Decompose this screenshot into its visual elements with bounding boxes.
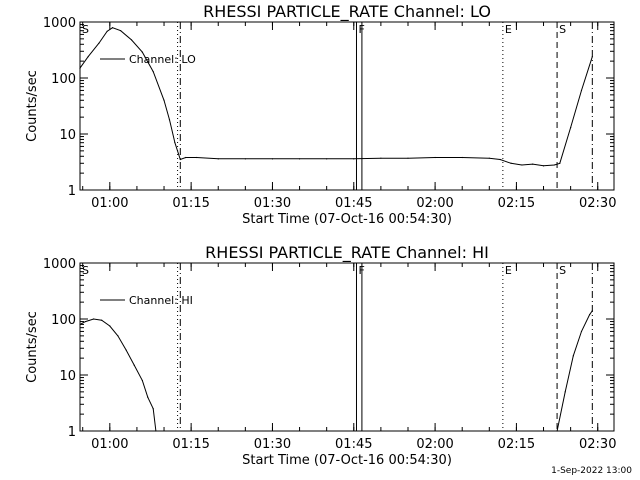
panel1-x-tick-label: 01:00 — [91, 196, 128, 211]
panel1-y-tick-label: 1 — [68, 184, 76, 199]
panel1-data-point — [353, 158, 355, 160]
panel1-data-point — [130, 39, 133, 41]
panel1-x-axis-label: Start Time (07-Oct-16 00:54:30) — [242, 212, 452, 227]
panel1-data-point — [141, 51, 143, 53]
panel2-y-tick-label: 100 — [51, 313, 76, 328]
panel2-y-tick-label: 10 — [59, 369, 76, 384]
panel1-data-point — [168, 119, 171, 121]
panel1-y-axis-label: Counts/sec — [25, 70, 40, 142]
panel2-data-point — [101, 319, 103, 321]
panel1-data-point — [559, 162, 561, 164]
panel1-legend-label: Channel: LO — [129, 53, 196, 66]
footer-date: 1-Sep-2022 13:00 — [551, 466, 632, 476]
panel1-data-point — [521, 164, 523, 166]
panel1-y-tick-label: 100 — [51, 72, 76, 87]
panel1-data-point — [488, 157, 490, 159]
panel2-data-point — [580, 330, 583, 333]
panel1-data-point — [87, 56, 89, 58]
panel2-data-point — [109, 325, 111, 327]
panel1-data-point — [591, 56, 593, 58]
panel2-x-axis-label: Start Time (07-Oct-16 00:54:30) — [242, 453, 452, 468]
panel2-data-point — [147, 396, 149, 398]
panel1-marker-flag: E — [505, 23, 512, 36]
panel1-data-point — [174, 142, 176, 144]
panel1-data-point — [79, 67, 81, 69]
panel2-x-tick-label: 02:00 — [416, 437, 453, 452]
panel1-data-point — [111, 27, 114, 29]
panel1-data-point — [98, 42, 100, 44]
panel2-data-point — [589, 313, 591, 316]
panel1-data-point — [461, 156, 463, 159]
panel2-marker-flag: S — [82, 264, 89, 277]
panel2-marker-flag: E — [505, 264, 512, 277]
panel1-title: RHESSI PARTICLE_RATE Channel: LO — [203, 2, 491, 22]
panel2-data-point — [572, 355, 574, 357]
panel2-x-tick-label: 01:00 — [91, 437, 128, 452]
panel1-plot-frame — [79, 21, 615, 191]
panel2-y-axis-label: Counts/sec — [25, 311, 40, 383]
panel1-y-tick-label: 1000 — [43, 16, 76, 31]
panel1-marker-flag: S — [559, 23, 566, 36]
panel1-data-point — [244, 158, 246, 160]
panel1-x-tick-label: 02:30 — [579, 196, 616, 211]
panel2-x-tick-label: 01:30 — [254, 437, 291, 452]
panel2-data-point — [155, 430, 157, 432]
panel2-data-point — [79, 323, 81, 326]
panel2-data-point — [133, 364, 135, 366]
panel1-x-tick-label: 01:30 — [254, 196, 291, 211]
panel1-data-point — [499, 158, 501, 161]
panel1-data-point — [271, 158, 274, 160]
panel1-series-line — [79, 27, 593, 167]
panel2-data-point — [117, 335, 119, 337]
panel1-data-point — [532, 163, 534, 165]
panel2-series-line — [79, 310, 593, 432]
panel2-data-point — [84, 320, 87, 323]
panel2-data-point — [152, 408, 154, 410]
panel1-x-tick-label: 02:15 — [498, 196, 535, 211]
panel1-data-point — [152, 71, 154, 73]
panel1-data-point — [580, 89, 583, 92]
panel2-title: RHESSI PARTICLE_RATE Channel: HI — [205, 243, 489, 263]
panel1-data-point — [106, 30, 108, 32]
panel1-data-point — [407, 157, 409, 159]
panel2-data-point — [564, 391, 566, 393]
panel1-y-tick-label: 10 — [59, 128, 76, 143]
panel1-data-point — [120, 30, 122, 32]
panel1-data-point — [380, 157, 382, 159]
panel1-data-point — [195, 156, 198, 159]
panel1-x-tick-label: 02:00 — [416, 196, 453, 211]
panel2-data-point — [591, 310, 593, 312]
panel2-data-point — [92, 318, 95, 320]
panel1-data-point — [570, 127, 572, 129]
panel1-data-point — [298, 158, 301, 160]
panel2-x-tick-label: 02:30 — [579, 437, 616, 452]
panel1-data-point — [553, 164, 555, 166]
panel2-x-tick-label: 01:45 — [335, 437, 372, 452]
panel2-x-tick-label: 02:15 — [498, 437, 535, 452]
panel1-x-tick-label: 01:45 — [335, 196, 372, 211]
panel1-data-point — [326, 158, 328, 160]
panel1-data-point — [185, 156, 187, 159]
panel1-data-point — [542, 165, 545, 167]
panel2-data-point — [141, 379, 143, 382]
panel2-x-tick-label: 01:15 — [172, 437, 209, 452]
panel1-data-point — [510, 162, 512, 164]
panel1-data-point — [163, 99, 165, 101]
panel2-y-tick-label: 1000 — [43, 257, 76, 272]
panel2-legend-label: Channel: HI — [129, 294, 193, 307]
panel1-data-point — [217, 158, 219, 160]
panel1-marker-flag: S — [82, 23, 89, 36]
panel2-data-point — [556, 430, 558, 432]
panel1-x-tick-label: 01:15 — [172, 196, 209, 211]
panel1-data-point — [434, 156, 436, 159]
panel2-marker-flag: S — [559, 264, 566, 277]
panel2-y-tick-label: 1 — [68, 425, 76, 440]
panel2-data-point — [125, 349, 127, 351]
panel1-data-point — [179, 158, 181, 161]
panel2-plot-frame — [79, 262, 615, 432]
